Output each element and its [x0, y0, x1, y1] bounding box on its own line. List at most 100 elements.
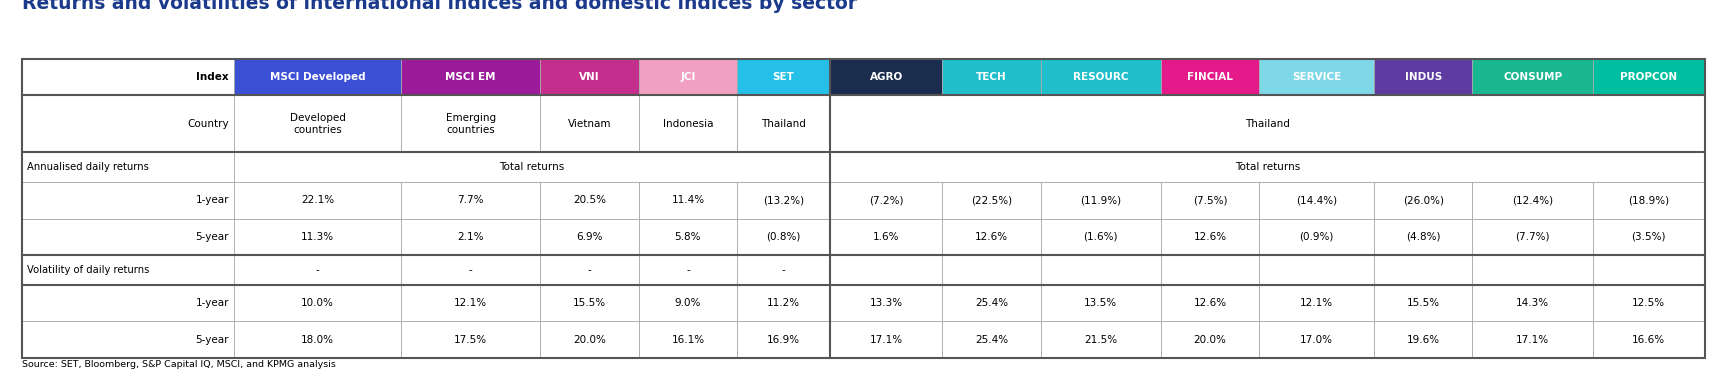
Text: -: -: [781, 265, 785, 275]
Text: 12.6%: 12.6%: [1194, 298, 1226, 308]
Text: Total returns: Total returns: [1235, 162, 1300, 172]
Bar: [234, 219, 400, 255]
Text: (22.5%): (22.5%): [971, 195, 1012, 205]
Bar: [942, 182, 1041, 219]
Text: (1.6%): (1.6%): [1084, 232, 1118, 242]
Bar: [400, 59, 540, 96]
Bar: [942, 321, 1041, 358]
Text: JCI: JCI: [681, 72, 696, 82]
Bar: [22, 321, 234, 358]
Bar: [22, 285, 234, 321]
Bar: [1472, 285, 1592, 321]
Bar: [1375, 182, 1472, 219]
Bar: [640, 96, 737, 152]
Bar: [942, 219, 1041, 255]
Bar: [640, 255, 737, 285]
Bar: [640, 59, 737, 96]
Bar: [640, 321, 737, 358]
Bar: [234, 96, 400, 152]
Bar: [1041, 59, 1161, 96]
Text: Volatility of daily returns: Volatility of daily returns: [27, 265, 150, 275]
Text: (7.5%): (7.5%): [1194, 195, 1228, 205]
Bar: [1161, 285, 1259, 321]
Bar: [22, 219, 234, 255]
Bar: [1259, 285, 1375, 321]
Bar: [1161, 59, 1259, 96]
Bar: [540, 219, 640, 255]
Bar: [737, 96, 829, 152]
Text: (18.9%): (18.9%): [1628, 195, 1669, 205]
Text: 20.0%: 20.0%: [573, 335, 605, 345]
Bar: [1592, 255, 1705, 285]
Bar: [1592, 321, 1705, 358]
Bar: [1161, 285, 1259, 321]
Text: -: -: [588, 265, 592, 275]
Bar: [1592, 182, 1705, 219]
Bar: [1259, 59, 1375, 96]
Text: Index: Index: [197, 72, 229, 82]
Text: (7.7%): (7.7%): [1515, 232, 1549, 242]
Text: Source: SET, Bloomberg, S&P Capital IQ, MSCI, and KPMG analysis: Source: SET, Bloomberg, S&P Capital IQ, …: [22, 360, 337, 369]
Bar: [640, 59, 737, 96]
Bar: [540, 59, 640, 96]
Bar: [22, 255, 234, 285]
Text: 17.5%: 17.5%: [455, 335, 487, 345]
Text: 25.4%: 25.4%: [975, 298, 1007, 308]
Text: 9.0%: 9.0%: [675, 298, 701, 308]
Bar: [640, 285, 737, 321]
Bar: [540, 285, 640, 321]
Bar: [540, 285, 640, 321]
Text: 13.3%: 13.3%: [870, 298, 903, 308]
Text: TECH: TECH: [976, 72, 1007, 82]
Bar: [400, 182, 540, 219]
Text: 16.1%: 16.1%: [672, 335, 705, 345]
Bar: [1375, 219, 1472, 255]
Bar: [1472, 321, 1592, 358]
Bar: [737, 182, 829, 219]
Text: (4.8%): (4.8%): [1406, 232, 1440, 242]
Bar: [1259, 219, 1375, 255]
Bar: [540, 255, 640, 285]
Bar: [1041, 182, 1161, 219]
Text: -: -: [469, 265, 472, 275]
Bar: [1472, 182, 1592, 219]
Bar: [1259, 219, 1375, 255]
Bar: [829, 219, 942, 255]
Bar: [737, 219, 829, 255]
Bar: [640, 182, 737, 219]
Bar: [1259, 321, 1375, 358]
Bar: [737, 219, 829, 255]
Bar: [400, 96, 540, 152]
Text: 12.1%: 12.1%: [455, 298, 487, 308]
Text: 1-year: 1-year: [195, 298, 229, 308]
Bar: [540, 182, 640, 219]
Bar: [1375, 219, 1472, 255]
Text: (13.2%): (13.2%): [763, 195, 804, 205]
Bar: [1472, 219, 1592, 255]
Bar: [1259, 182, 1375, 219]
Bar: [1592, 219, 1705, 255]
Bar: [737, 96, 829, 152]
Text: 14.3%: 14.3%: [1517, 298, 1549, 308]
Bar: [640, 255, 737, 285]
Text: Indonesia: Indonesia: [663, 119, 713, 129]
Text: 1.6%: 1.6%: [872, 232, 899, 242]
Text: RESOURC: RESOURC: [1072, 72, 1129, 82]
Text: (3.5%): (3.5%): [1631, 232, 1666, 242]
Bar: [1592, 59, 1705, 96]
Text: (12.4%): (12.4%): [1512, 195, 1553, 205]
Text: SET: SET: [773, 72, 795, 82]
Bar: [1041, 255, 1161, 285]
Bar: [829, 255, 942, 285]
Text: AGRO: AGRO: [869, 72, 903, 82]
Bar: [737, 321, 829, 358]
Bar: [1041, 59, 1161, 96]
Bar: [1259, 59, 1375, 96]
Text: Thailand: Thailand: [761, 119, 805, 129]
Bar: [540, 321, 640, 358]
Text: 20.5%: 20.5%: [573, 195, 605, 205]
Text: 16.6%: 16.6%: [1633, 335, 1666, 345]
Text: Returns and volatilities of international indices and domestic indices by sector: Returns and volatilities of internationa…: [22, 0, 857, 13]
Bar: [737, 285, 829, 321]
Bar: [22, 255, 234, 285]
